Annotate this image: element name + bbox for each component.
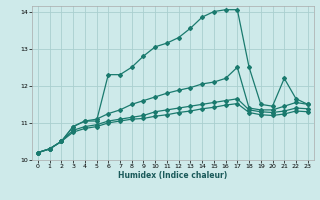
X-axis label: Humidex (Indice chaleur): Humidex (Indice chaleur) — [118, 171, 228, 180]
